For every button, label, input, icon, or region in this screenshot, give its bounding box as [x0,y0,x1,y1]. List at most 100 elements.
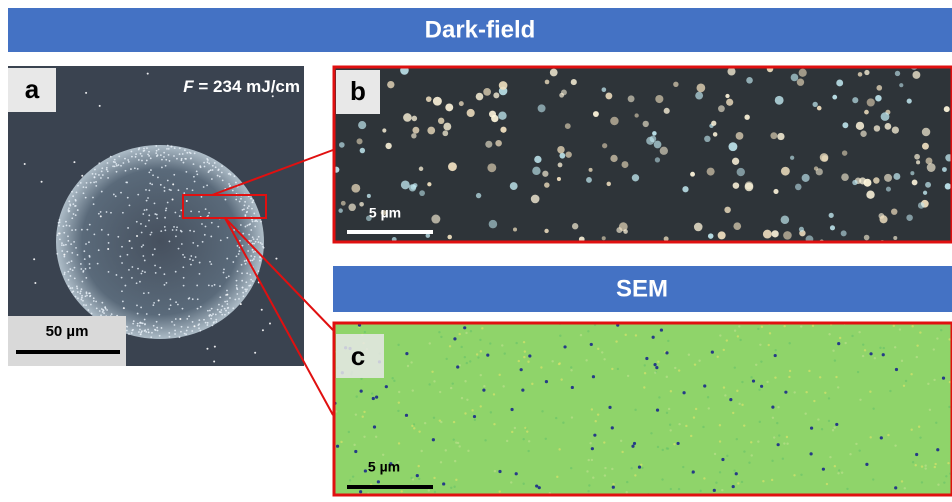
particle [419,190,425,196]
particle [64,272,66,274]
particle [455,479,457,481]
particle [524,427,526,429]
particle [89,295,91,297]
particle [165,210,167,212]
particle [168,308,170,310]
particle [910,429,912,431]
particle [85,304,87,306]
particle [485,141,492,148]
particle [849,453,851,455]
particle [247,250,249,252]
particle [405,414,408,417]
particle [449,345,451,347]
particle [883,347,885,349]
particle [862,343,864,345]
particle [602,236,606,240]
particle [255,241,257,243]
particle [349,479,351,481]
particle [703,384,706,387]
particle [156,150,158,152]
particle [181,243,183,245]
particle [70,287,72,289]
particle [152,174,154,176]
particle [559,153,565,159]
particle [244,204,246,206]
particle [145,189,147,191]
particle [591,459,593,461]
particle [59,219,61,221]
particle [893,325,895,327]
particle [256,220,258,222]
particle [783,442,785,444]
particle [558,162,563,167]
particle [760,360,762,362]
particle [605,92,612,99]
particle [778,434,780,436]
particle [138,159,140,161]
particle [140,333,142,335]
particle [397,410,399,412]
particle [71,260,73,262]
particle [699,490,701,492]
particle [114,159,116,161]
particle [107,234,109,236]
particle [872,408,874,410]
particle [797,79,804,86]
particle [555,417,557,419]
particle [623,229,628,234]
particle [729,398,732,401]
particle [572,223,578,229]
particle [246,211,248,213]
particle [85,243,87,245]
particle [169,298,171,300]
particle [486,354,489,357]
particle [69,268,71,270]
particle [732,485,735,488]
particle [191,330,193,332]
particle [106,309,108,311]
particle [147,73,149,75]
particle [774,376,776,378]
particle [810,427,813,430]
particle [869,391,871,393]
particle [184,158,186,160]
particle [179,215,181,217]
particle [33,258,35,260]
fluence-annotation: F = 234 mJ/cm [183,77,300,96]
particle [240,224,242,226]
particle [426,96,432,102]
particle [80,299,82,301]
particle [74,267,76,269]
particle [58,225,60,227]
particle [226,303,228,305]
particle [185,171,187,173]
particle [81,229,83,231]
particle [875,95,882,102]
particle [63,232,65,234]
particle [634,409,636,411]
particle [89,224,91,226]
particle [210,318,212,320]
particle [208,171,210,173]
particle [645,357,648,360]
particle [643,386,645,388]
particle [403,113,412,122]
particle [788,376,790,378]
particle [480,374,482,376]
particle [800,474,802,476]
particle [945,183,951,189]
particle [842,122,848,128]
particle [695,92,703,100]
particle [217,226,219,228]
particle [777,443,780,446]
particle [351,184,360,193]
particle [688,354,690,356]
particle [103,312,105,314]
particle [805,391,807,393]
particle [178,189,180,191]
particle [719,440,721,442]
particle [588,484,590,486]
particle [903,385,905,387]
particle [901,480,903,482]
particle [85,197,87,199]
